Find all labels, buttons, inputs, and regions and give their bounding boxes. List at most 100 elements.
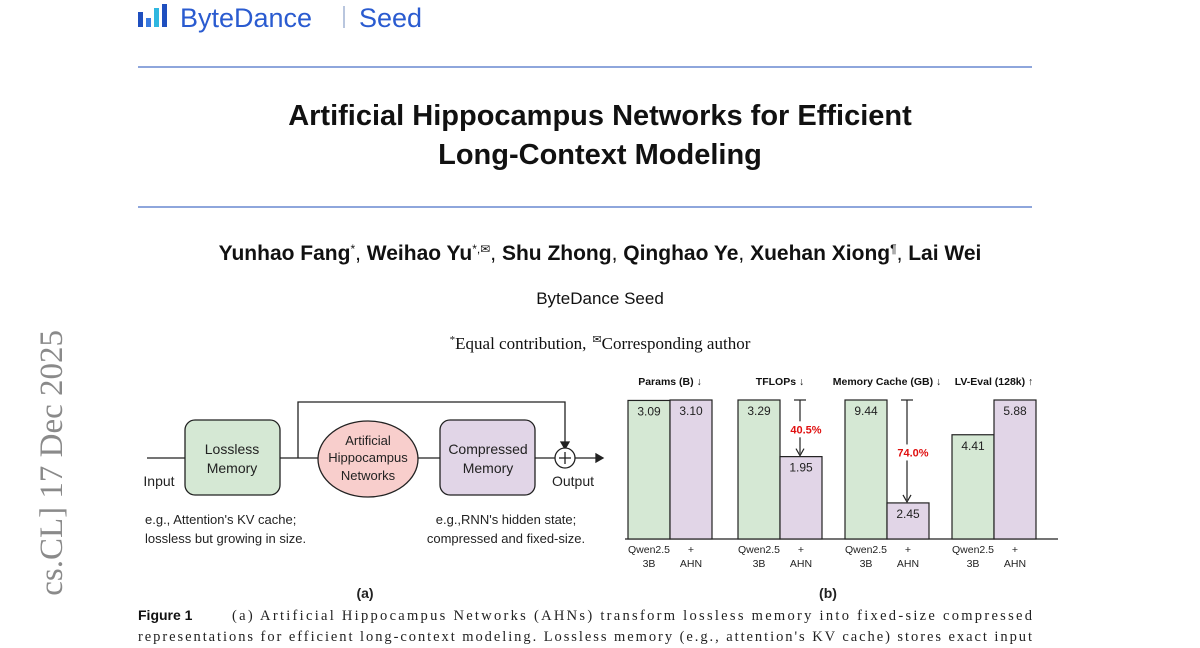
skip-connection <box>297 401 566 458</box>
output-label: Output <box>552 473 594 489</box>
note: compressed and fixed-size. <box>427 531 585 546</box>
author-name: Shu Zhong <box>502 242 612 265</box>
annotation: 74.0% <box>897 447 928 459</box>
affiliation: ByteDance Seed <box>536 289 664 308</box>
logo-bar <box>146 18 151 27</box>
value-label: 3.09 <box>637 404 661 418</box>
author-mark: * <box>350 242 355 256</box>
bar <box>844 399 888 540</box>
authors: Yunhao Fang*, Weihao Yu*,✉, Shu Zhong, Q… <box>219 242 982 265</box>
bar <box>737 399 781 540</box>
logo-bar <box>154 8 159 27</box>
value-label: 1.95 <box>789 461 813 475</box>
logo-bar <box>138 12 143 27</box>
arrowhead <box>595 452 605 464</box>
title-line: Artificial Hippocampus Networks for Effi… <box>288 100 912 132</box>
note: lossless but growing in size. <box>145 531 306 546</box>
input-label: Input <box>143 473 174 489</box>
bar <box>951 434 995 540</box>
author-mark: *,✉ <box>472 242 490 256</box>
side-stamp: cs.CL] 17 Dec 2025 <box>34 330 70 596</box>
panel-label: (a) <box>356 585 373 601</box>
diagram-labels: Lossless Memory Artificial Hippocampus N… <box>143 433 594 601</box>
category-label: AHN <box>790 558 812 570</box>
box-label: Networks <box>341 468 396 483</box>
note-text: Equal contribution, <box>455 334 586 353</box>
author-name: Xuehan Xiong <box>750 242 890 265</box>
box-label: Memory <box>207 460 258 476</box>
compressed-box <box>439 419 536 496</box>
box-label: Hippocampus <box>328 450 408 465</box>
box-label: Compressed <box>448 441 527 457</box>
panel-label: (b) <box>819 585 837 601</box>
logo-product: Seed <box>359 3 422 33</box>
bar <box>779 456 823 540</box>
bar <box>886 502 930 540</box>
category-label: Qwen2.5 <box>952 544 994 556</box>
annotation-bg <box>890 444 934 461</box>
bar <box>669 399 713 540</box>
value-label: 3.29 <box>747 404 771 418</box>
category-label: + <box>905 544 911 556</box>
arrowhead <box>559 441 571 451</box>
note-mark: * <box>450 334 456 346</box>
note: e.g.,RNN's hidden state; <box>436 512 577 527</box>
category-label: AHN <box>680 558 702 570</box>
author-mark: ¶ <box>890 242 896 256</box>
arrowhead <box>902 494 912 504</box>
caption-line: (a) Artificial Hippocampus Networks (AHN… <box>232 608 1033 624</box>
category-label: 3B <box>860 558 873 570</box>
box-label: Memory <box>463 460 514 476</box>
category-label: + <box>688 544 694 556</box>
annotation: 40.5% <box>790 424 821 436</box>
bar <box>993 399 1037 540</box>
value-label: 2.45 <box>896 507 920 521</box>
category-label: AHN <box>897 558 919 570</box>
title-line: Long-Context Modeling <box>438 139 762 171</box>
chart-title: TFLOPs ↓ <box>756 376 804 388</box>
logo-brand: ByteDance <box>180 3 312 33</box>
category-label: AHN <box>1004 558 1026 570</box>
author-name: Weihao Yu <box>367 242 472 265</box>
note-mark: ✉ <box>592 334 601 346</box>
caption-line: representations for efficient long-conte… <box>138 629 1032 645</box>
separator: , <box>355 242 367 265</box>
note: e.g., Attention's KV cache; <box>145 512 296 527</box>
diagram <box>147 401 605 498</box>
arrowhead <box>795 448 805 457</box>
category-label: Qwen2.5 <box>628 544 670 556</box>
separator: , <box>612 242 624 265</box>
separator: , <box>897 242 909 265</box>
category-label: + <box>1012 544 1018 556</box>
annotation-bg <box>783 421 827 438</box>
author-name: Yunhao Fang <box>219 242 351 265</box>
category-label: 3B <box>643 558 656 570</box>
note-text: Corresponding author <box>602 334 751 353</box>
logo-bar <box>162 4 167 27</box>
ahn-ellipse <box>317 420 419 498</box>
category-label: + <box>798 544 804 556</box>
bar <box>627 399 671 540</box>
notes: *Equal contribution, ✉Corresponding autho… <box>450 334 751 353</box>
value-label: 3.10 <box>679 404 703 418</box>
logo: ByteDance Seed <box>138 3 422 33</box>
chart-title: Params (B) ↓ <box>638 376 702 388</box>
chart-title: Memory Cache (GB) ↓ <box>833 376 942 388</box>
separator: , <box>738 242 750 265</box>
category-label: 3B <box>753 558 766 570</box>
chart-title: LV-Eval (128k) ↑ <box>955 376 1034 388</box>
author-name: Lai Wei <box>908 242 981 265</box>
value-label: 4.41 <box>961 439 985 453</box>
box-label: Lossless <box>205 441 259 457</box>
value-label: 5.88 <box>1003 404 1027 418</box>
category-label: 3B <box>967 558 980 570</box>
lossless-box <box>184 419 281 496</box>
caption-label: Figure 1 <box>138 607 193 623</box>
separator: , <box>490 242 502 265</box>
author-name: Qinghao Ye <box>623 242 738 265</box>
category-label: Qwen2.5 <box>738 544 780 556</box>
value-label: 9.44 <box>854 404 878 418</box>
category-label: Qwen2.5 <box>845 544 887 556</box>
